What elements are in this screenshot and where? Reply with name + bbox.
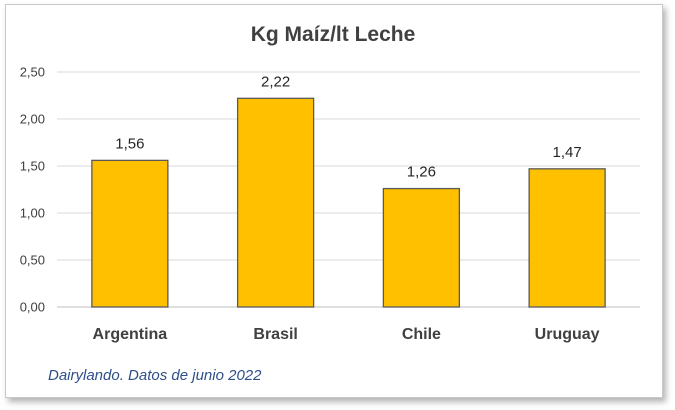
bars (91, 97, 606, 308)
bar-brasil (236, 97, 315, 308)
category-label-uruguay: Uruguay (535, 326, 600, 343)
y-tick-label: 0,50 (20, 253, 45, 268)
bar-chile (382, 187, 461, 308)
category-label-chile: Chile (402, 326, 441, 343)
data-label-uruguay: 1,47 (553, 144, 582, 161)
bar-uruguay (528, 168, 606, 308)
data-label-chile: 1,26 (407, 164, 436, 181)
y-tick-label: 2,50 (20, 65, 45, 80)
x-axis-categories: Argentina Brasil Chile Uruguay (93, 326, 600, 343)
category-label-argentina: Argentina (93, 326, 168, 343)
y-tick-label: 0,00 (20, 300, 45, 315)
data-labels: 1,56 2,22 1,26 1,47 (115, 73, 581, 180)
category-label-brasil: Brasil (253, 326, 297, 343)
y-tick-label: 1,50 (20, 159, 45, 174)
data-label-argentina: 1,56 (115, 135, 144, 152)
chart-title: Kg Maíz/lt Leche (251, 23, 416, 46)
y-tick-label: 1,00 (20, 206, 45, 221)
y-tick-label: 2,00 (20, 112, 45, 127)
data-label-brasil: 2,22 (261, 73, 290, 90)
source-note: Dairylando. Datos de junio 2022 (48, 367, 262, 384)
y-axis-ticks: 0,00 0,50 1,00 1,50 2,00 2,50 (20, 65, 45, 315)
bar-argentina (91, 159, 169, 308)
